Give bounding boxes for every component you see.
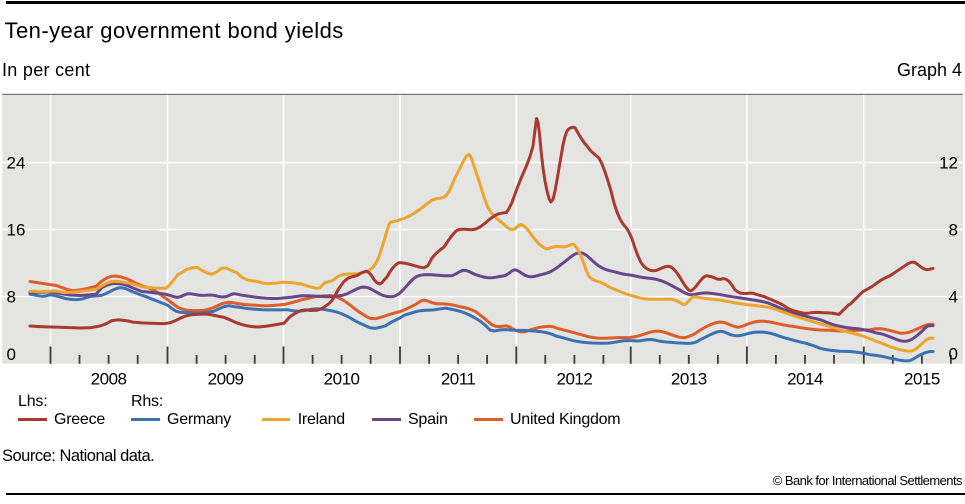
svg-text:2012: 2012 [556, 370, 592, 389]
svg-text:24: 24 [7, 154, 26, 173]
svg-text:2011: 2011 [441, 370, 476, 389]
svg-text:8: 8 [949, 221, 958, 240]
svg-text:2008: 2008 [91, 370, 127, 389]
svg-text:2009: 2009 [208, 370, 244, 389]
svg-text:4: 4 [949, 288, 958, 307]
svg-text:2015: 2015 [904, 370, 940, 389]
svg-text:0: 0 [7, 345, 16, 364]
svg-text:2010: 2010 [324, 370, 360, 389]
svg-text:8: 8 [7, 288, 16, 307]
svg-text:2014: 2014 [787, 370, 823, 389]
svg-text:12: 12 [939, 154, 958, 173]
svg-text:0: 0 [949, 345, 958, 364]
svg-text:2013: 2013 [671, 370, 707, 389]
svg-text:16: 16 [7, 221, 26, 240]
